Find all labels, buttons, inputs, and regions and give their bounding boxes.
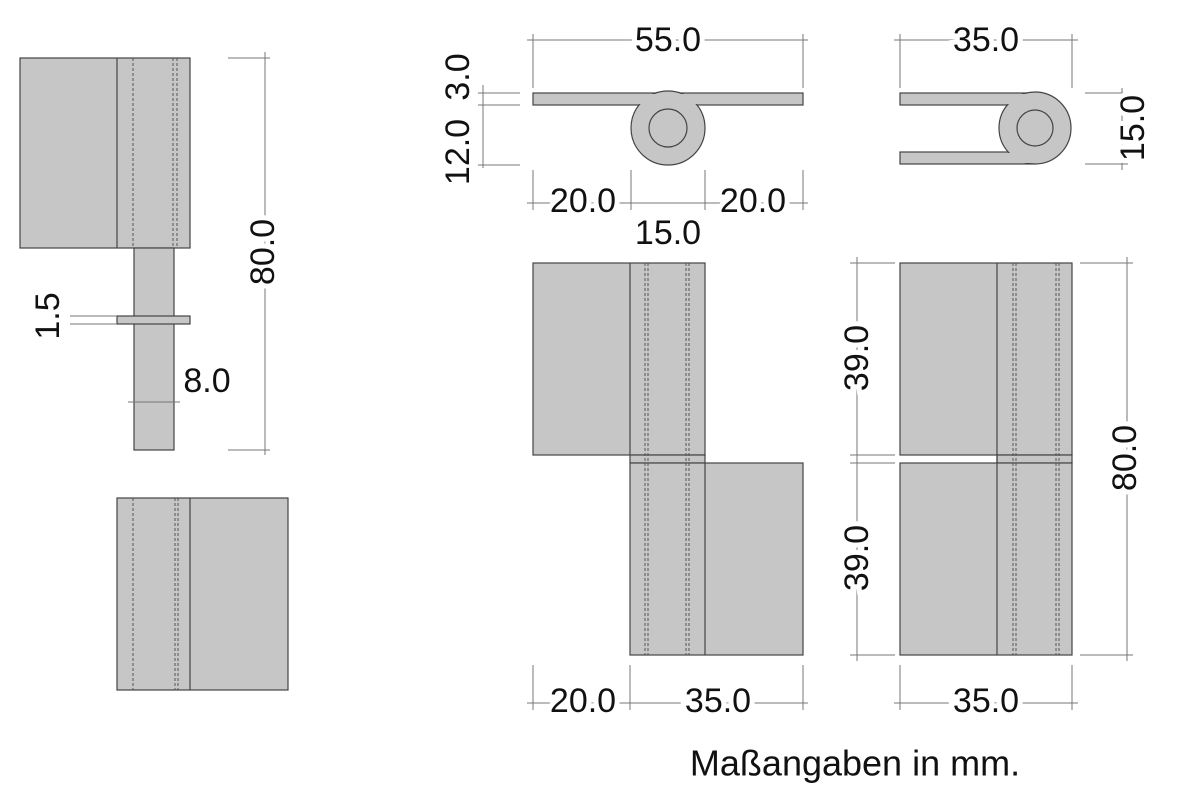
parts xyxy=(19,57,1073,691)
dim-label: 1.5 xyxy=(29,292,67,339)
dim-label: 80.0 xyxy=(244,219,282,285)
dim-label: 55.0 xyxy=(635,21,701,59)
dim-label: 15.0 xyxy=(1114,95,1152,161)
dim-label: 80.0 xyxy=(1106,425,1144,491)
dim-label: 39.0 xyxy=(838,525,876,591)
dimension-labels: 80.0 1.5 8.0 55.0 3.0 12.0 20.0 15.0 20.… xyxy=(24,16,1157,725)
dim-label: 35.0 xyxy=(953,682,1019,720)
dim-label: 35.0 xyxy=(685,682,751,720)
dim-label: 3.0 xyxy=(439,53,477,100)
dim-label: 8.0 xyxy=(183,362,230,400)
dim-label: 15.0 xyxy=(635,214,701,252)
dimension-lines xyxy=(70,34,1133,710)
caption: Maßangaben in mm. xyxy=(690,743,1020,784)
dim-label: 20.0 xyxy=(550,182,616,220)
dim-label: 39.0 xyxy=(838,325,876,391)
dim-label: 20.0 xyxy=(550,682,616,720)
dim-label: 35.0 xyxy=(953,21,1019,59)
dim-label: 20.0 xyxy=(720,182,786,220)
dim-label: 12.0 xyxy=(439,119,477,185)
